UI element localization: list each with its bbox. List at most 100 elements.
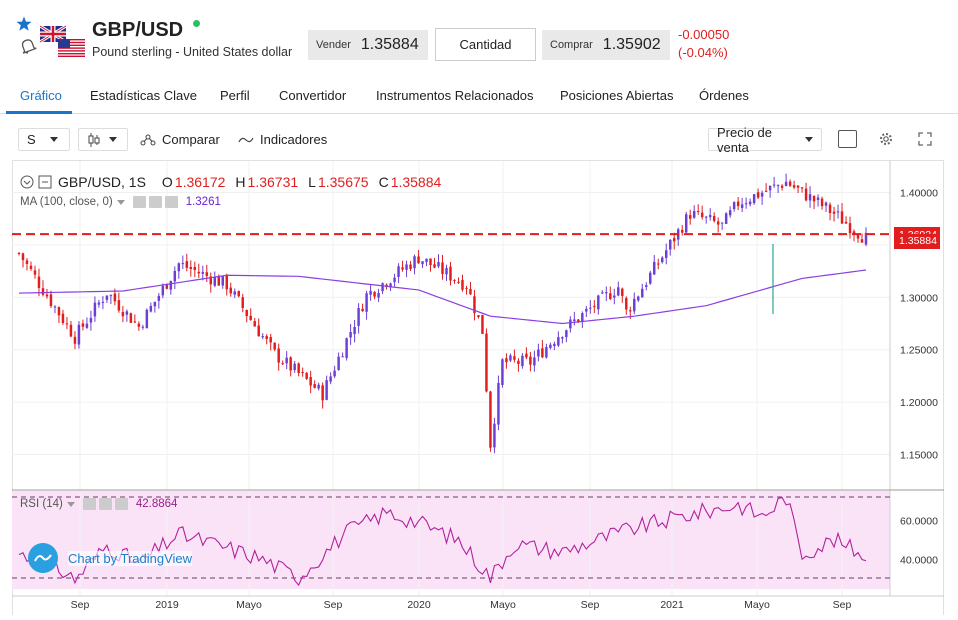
active-tab-indicator [6,111,72,114]
sell-price: 1.35884 [360,36,419,53]
candle-body [433,264,436,268]
legend-open-label: O [161,174,173,190]
candle-body [21,253,25,261]
candle-body [113,293,117,302]
indicators-button[interactable]: Indicadores [238,132,327,147]
tab-estadisticas[interactable]: Estadísticas Clave [90,88,197,103]
compare-button[interactable]: Comparar [140,132,220,147]
eye-icon[interactable] [82,498,96,510]
candle-body [665,250,668,258]
price-tick-label: 1.40000 [900,187,938,199]
candle-body [93,302,97,317]
tab-perfil[interactable]: Perfil [220,88,250,103]
tradingview-branding[interactable]: Chart by TradingView [28,543,193,573]
gear-icon[interactable] [148,196,162,208]
chevron-down-icon[interactable] [66,501,75,507]
candle-body [581,313,584,322]
candle-body [784,181,788,187]
change-percent: (-0.04%) [678,45,728,60]
candle-body [513,356,516,360]
candle-body [700,212,704,218]
time-tick-label: Sep [71,599,90,611]
candle-body [481,314,484,334]
candle-body [121,311,125,317]
candle-body [493,423,496,448]
chart-type-dropdown[interactable] [78,128,128,151]
candle-body [772,184,776,186]
candle-body [680,229,684,233]
candle-body [577,319,580,322]
candle-body [509,355,512,361]
sell-label: Vender [316,39,351,51]
gear-icon[interactable] [878,131,894,147]
sell-button[interactable]: Vender 1.35884 [308,30,428,60]
candle-body [501,359,504,385]
candle-body [776,185,780,187]
tradingview-logo-icon [28,543,58,573]
tab-ordenes[interactable]: Órdenes [699,88,749,103]
collapse-icon[interactable] [20,175,34,189]
snapshot-button[interactable] [838,130,857,148]
quantity-input[interactable]: Cantidad [435,28,536,61]
candle-body [672,238,676,242]
chart-panel[interactable] [12,160,944,615]
close-icon[interactable] [164,196,178,208]
candle-body [221,276,224,286]
candle-body [249,315,252,320]
candle-body [45,294,49,297]
candle-body [668,239,672,250]
candle-body [153,301,157,307]
candle-body [225,275,228,290]
candle-body [133,321,137,323]
tab-instrumentos[interactable]: Instrumentos Relacionados [376,88,534,103]
rsi-band-bg [12,491,890,589]
candle-body [649,272,652,284]
candle-body [169,280,173,290]
tab-convertidor[interactable]: Convertidor [279,88,347,103]
close-icon[interactable] [114,498,128,510]
candle-body [217,277,220,286]
candle-body [557,337,560,346]
candle-body [736,201,740,207]
candle-body [413,256,416,269]
candle-body [641,288,644,298]
candle-body [257,325,260,337]
price-tick-label: 1.15000 [900,450,938,462]
candle-body [65,323,69,325]
candle-body [720,222,724,224]
candle-body [53,306,57,308]
candle-body [461,279,464,290]
candle-body [205,272,209,276]
rsi-tick-label: 40.0000 [900,555,938,567]
tab-posiciones[interactable]: Posiciones Abiertas [560,88,674,103]
tab-grafico[interactable]: Gráfico [20,88,62,103]
interval-dropdown[interactable]: S [18,128,70,151]
candle-body [125,311,129,315]
price-tick-label: 1.20000 [900,397,938,409]
chart-legend: GBP/USD, 1S O 1.36172 H 1.36731 L 1.35675 C… [20,174,441,190]
price-mode-dropdown[interactable]: Precio de venta [708,125,822,155]
buy-button[interactable]: Comprar 1.35902 [542,30,670,60]
candle-body [41,288,45,295]
candle-body [800,187,804,189]
buy-price: 1.35902 [602,36,661,53]
candle-body [629,310,632,312]
minus-box-icon[interactable] [38,175,52,189]
chevron-down-icon[interactable] [116,199,125,205]
candle-body [708,215,712,218]
star-icon[interactable] [16,16,32,32]
fullscreen-icon[interactable] [918,132,932,146]
candle-body [77,324,81,345]
candle-body [593,306,596,308]
candle-body [521,355,524,367]
eye-icon[interactable] [132,196,146,208]
candle-body [201,271,205,274]
bell-icon[interactable] [19,38,37,54]
time-tick-label: Sep [581,599,600,611]
gear-icon[interactable] [98,498,112,510]
candle-body [860,239,864,243]
candle-body [345,338,348,358]
candle-body [101,301,105,303]
candle-body [756,192,760,198]
candle-body [277,348,280,363]
